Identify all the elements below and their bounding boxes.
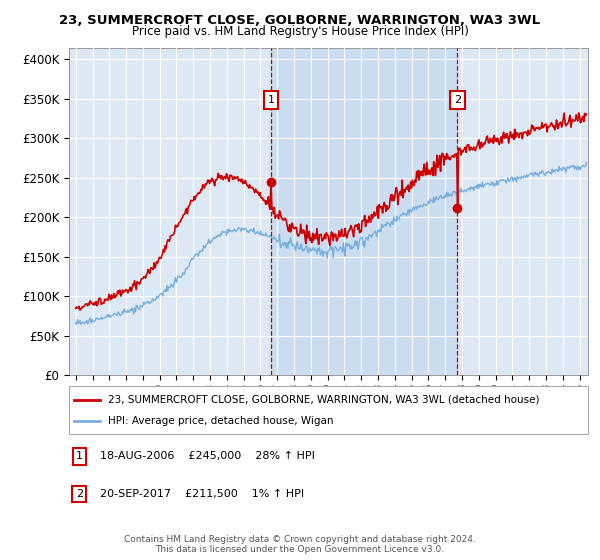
Bar <box>271 48 457 375</box>
Text: Price paid vs. HM Land Registry's House Price Index (HPI): Price paid vs. HM Land Registry's House … <box>131 25 469 38</box>
Text: 18-AUG-2006    £245,000    28% ↑ HPI: 18-AUG-2006 £245,000 28% ↑ HPI <box>100 451 315 461</box>
FancyBboxPatch shape <box>69 386 588 434</box>
Text: Contains HM Land Registry data © Crown copyright and database right 2024.
This d: Contains HM Land Registry data © Crown c… <box>124 535 476 554</box>
Text: 1: 1 <box>268 95 274 105</box>
Text: HPI: Average price, detached house, Wigan: HPI: Average price, detached house, Wiga… <box>108 416 334 426</box>
Text: 20-SEP-2017    £211,500    1% ↑ HPI: 20-SEP-2017 £211,500 1% ↑ HPI <box>100 489 304 499</box>
Text: 2: 2 <box>454 95 461 105</box>
Text: 2: 2 <box>76 489 83 499</box>
Text: 23, SUMMERCROFT CLOSE, GOLBORNE, WARRINGTON, WA3 3WL: 23, SUMMERCROFT CLOSE, GOLBORNE, WARRING… <box>59 14 541 27</box>
Text: 23, SUMMERCROFT CLOSE, GOLBORNE, WARRINGTON, WA3 3WL (detached house): 23, SUMMERCROFT CLOSE, GOLBORNE, WARRING… <box>108 395 539 405</box>
Text: 1: 1 <box>76 451 83 461</box>
